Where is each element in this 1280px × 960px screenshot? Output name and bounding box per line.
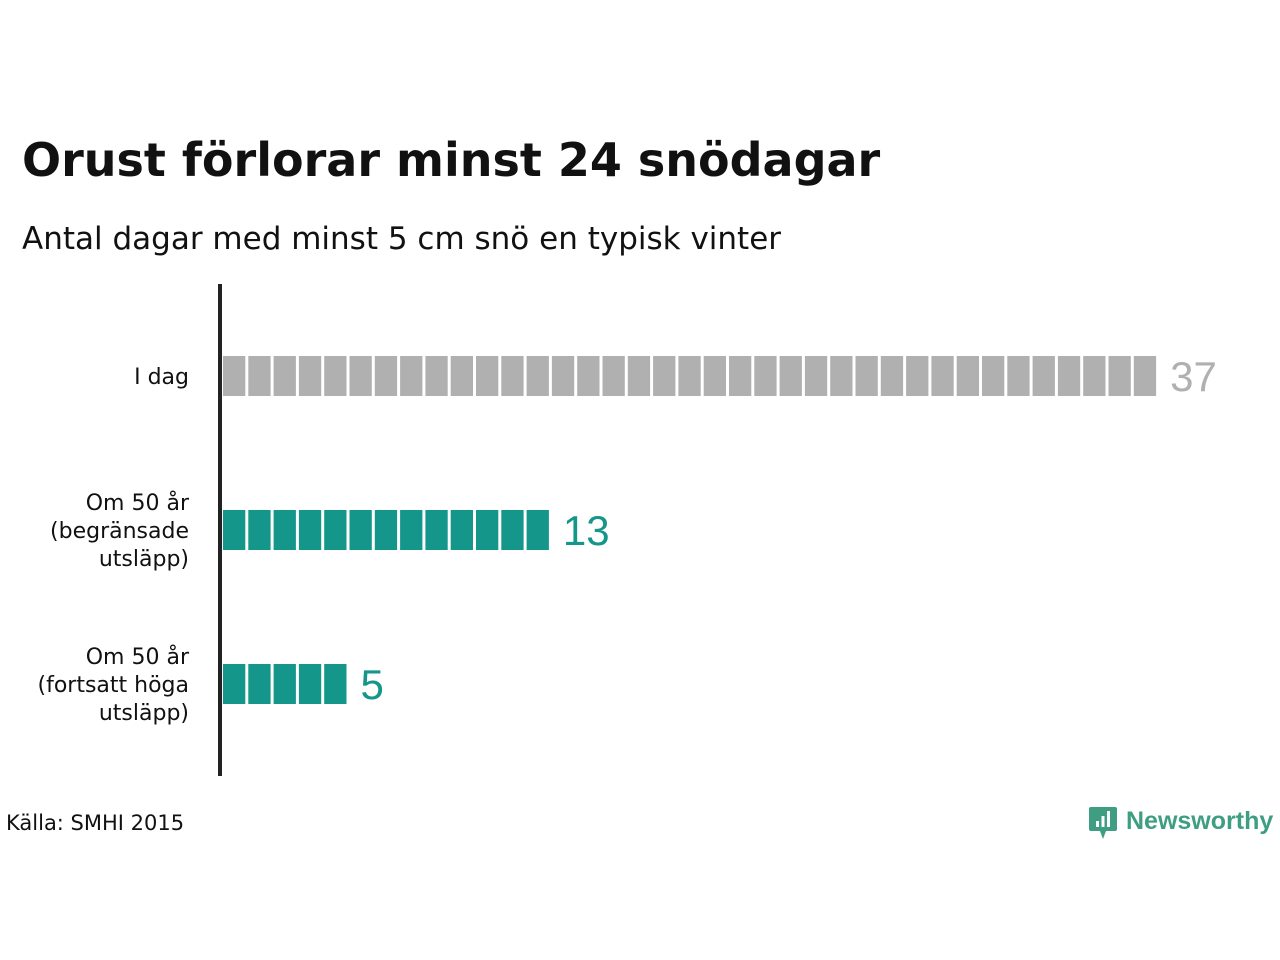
bar-unit bbox=[1007, 356, 1030, 396]
data-label: 5 bbox=[361, 661, 384, 708]
category-label-line: Om 50 år bbox=[86, 490, 190, 516]
bar-unit bbox=[501, 356, 524, 396]
bar-unit bbox=[678, 356, 701, 396]
bar-unit bbox=[324, 664, 347, 704]
bar-unit bbox=[223, 510, 246, 550]
bar-unit bbox=[273, 664, 296, 704]
category-label-line: Om 50 år bbox=[86, 644, 190, 670]
bar-unit bbox=[982, 356, 1005, 396]
bar-unit bbox=[298, 664, 322, 704]
bar-unit bbox=[476, 356, 499, 396]
category-label: I dag bbox=[134, 365, 189, 390]
bar-unit bbox=[223, 664, 246, 704]
bar-unit bbox=[804, 356, 828, 396]
bar-unit bbox=[880, 356, 904, 396]
data-label: 13 bbox=[563, 507, 610, 554]
bar-unit bbox=[349, 510, 372, 550]
bar-unit bbox=[324, 510, 347, 550]
bar-unit bbox=[653, 356, 676, 396]
bar-unit bbox=[425, 510, 448, 550]
bar-unit bbox=[450, 356, 473, 396]
data-label: 37 bbox=[1170, 353, 1217, 400]
bar-unit bbox=[830, 356, 853, 396]
chart-subtitle: Antal dagar med minst 5 cm snö en typisk… bbox=[22, 221, 782, 257]
bar-unit bbox=[931, 356, 954, 396]
bar-unit bbox=[855, 356, 878, 396]
bar-unit bbox=[1083, 356, 1106, 396]
bar-unit bbox=[273, 356, 296, 396]
bar-unit bbox=[476, 510, 499, 550]
bar-row: 13 Om 50 år (begränsade utsläpp) bbox=[50, 490, 610, 572]
category-label-line: (begränsade bbox=[50, 519, 189, 544]
bar-unit bbox=[1108, 356, 1131, 396]
bar-unit bbox=[577, 356, 600, 396]
bar-unit bbox=[501, 510, 524, 550]
bar-unit bbox=[551, 356, 575, 396]
bar-unit bbox=[248, 664, 271, 704]
bar-unit bbox=[450, 510, 473, 550]
bar-unit bbox=[349, 356, 372, 396]
bar-unit bbox=[526, 510, 549, 550]
category-label: Om 50 år (begränsade utsläpp) bbox=[50, 490, 190, 572]
bar-unit bbox=[374, 510, 398, 550]
brand-logo: Newsworthy bbox=[1088, 801, 1273, 841]
brand-name: Newsworthy bbox=[1126, 807, 1274, 835]
bar-unit bbox=[1032, 356, 1055, 396]
source-note: Källa: SMHI 2015 bbox=[6, 811, 185, 835]
chart-title: Orust förlorar minst 24 snödagar bbox=[22, 133, 881, 187]
bar-unit bbox=[754, 356, 777, 396]
category-label-line: utsläpp) bbox=[99, 547, 189, 572]
bar-unit bbox=[1133, 356, 1157, 396]
bar-unit bbox=[425, 356, 448, 396]
bar-unit bbox=[374, 356, 398, 396]
bar-unit bbox=[627, 356, 651, 396]
newsworthy-logo-icon bbox=[1089, 807, 1117, 839]
bar-unit bbox=[248, 510, 271, 550]
bar-unit bbox=[779, 356, 802, 396]
bar-unit bbox=[526, 356, 549, 396]
category-label: Om 50 år (fortsatt höga utsläpp) bbox=[38, 644, 190, 726]
category-label-line: I dag bbox=[134, 365, 189, 390]
bar-unit bbox=[602, 356, 625, 396]
bar-unit bbox=[956, 356, 979, 396]
category-label-line: utsläpp) bbox=[99, 701, 189, 726]
bar-unit bbox=[298, 510, 322, 550]
bar-unit bbox=[248, 356, 271, 396]
bar-unit bbox=[324, 356, 347, 396]
bar-unit bbox=[1057, 356, 1081, 396]
bar-unit bbox=[223, 356, 246, 396]
bar-row: 37 I dag bbox=[134, 353, 1217, 400]
bar-unit bbox=[703, 356, 726, 396]
bar-unit bbox=[273, 510, 296, 550]
bar-unit bbox=[400, 510, 423, 550]
bar-unit bbox=[298, 356, 322, 396]
bar-unit bbox=[400, 356, 423, 396]
bar-row: 5 Om 50 år (fortsatt höga utsläpp) bbox=[38, 644, 384, 726]
bar-unit bbox=[729, 356, 752, 396]
bar-unit bbox=[906, 356, 929, 396]
category-label-line: (fortsatt höga bbox=[38, 673, 190, 698]
